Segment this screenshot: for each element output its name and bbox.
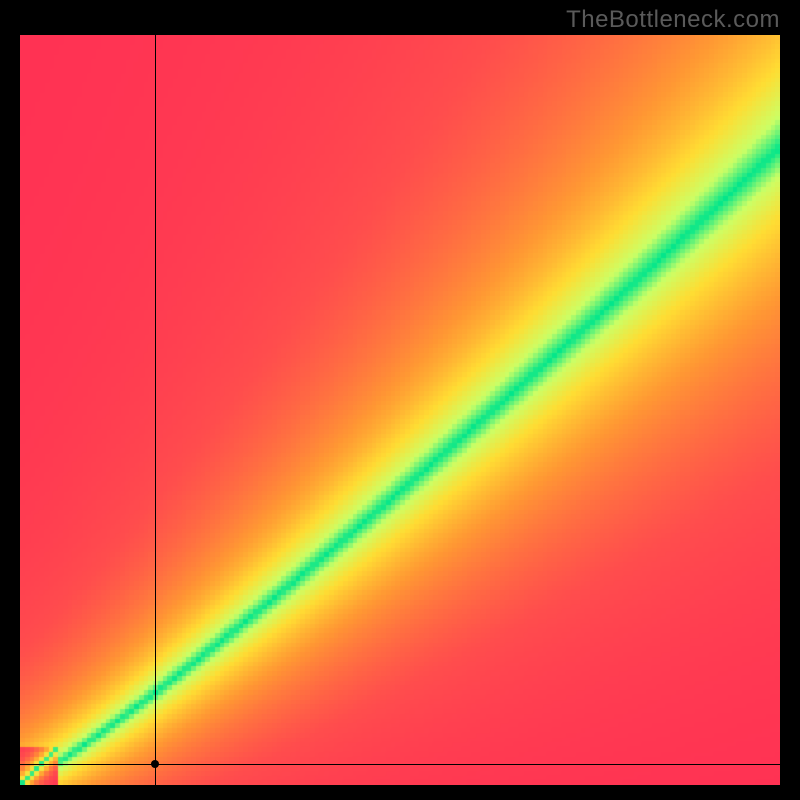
marker-dot [151,760,159,768]
crosshair-vertical [155,35,156,785]
heatmap-canvas [20,35,780,785]
heatmap-chart [20,35,780,785]
crosshair-horizontal [20,764,780,765]
watermark-text: TheBottleneck.com [566,6,780,34]
